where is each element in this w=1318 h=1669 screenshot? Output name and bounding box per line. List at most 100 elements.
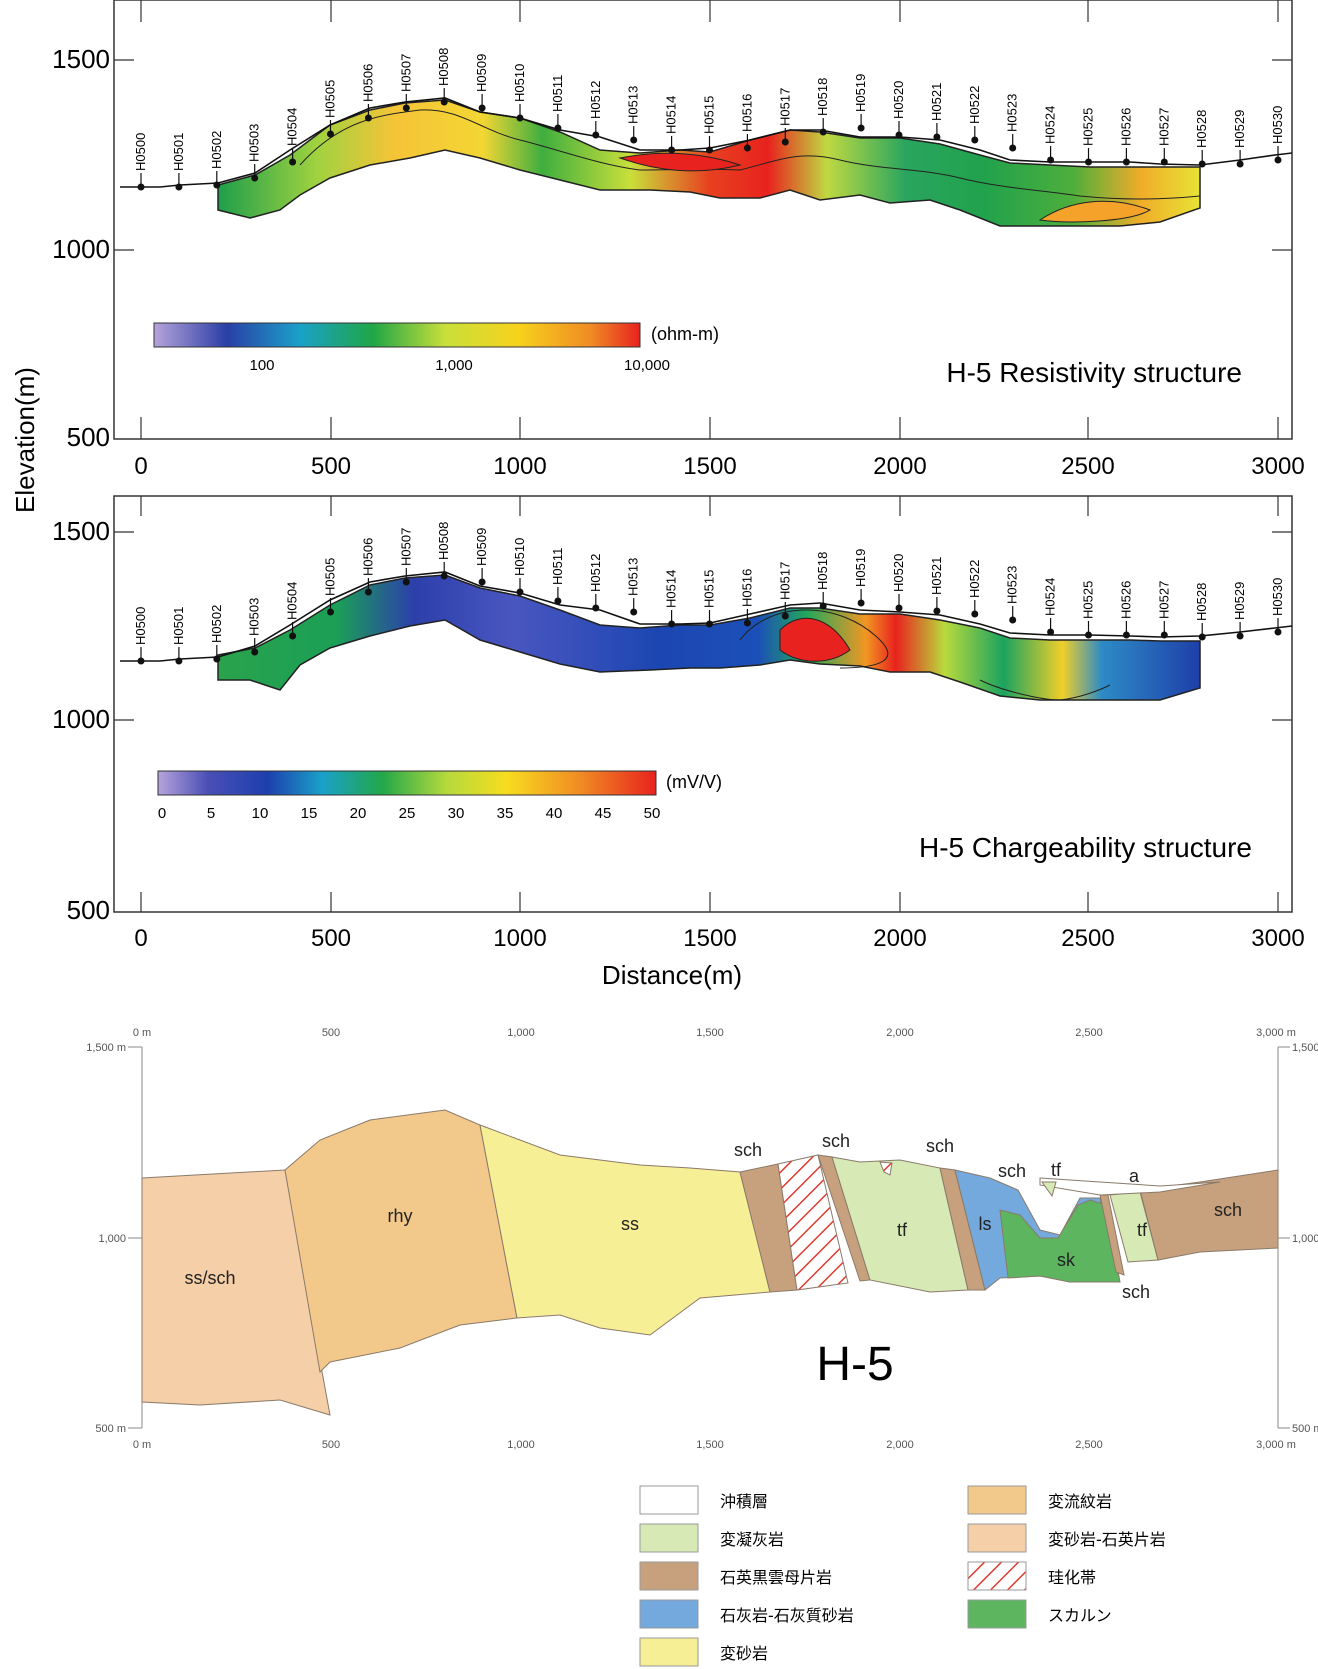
resistivity-contour-2 xyxy=(618,152,742,172)
label-ls: ls xyxy=(979,1214,992,1234)
geo-top-tick-500: 500 xyxy=(322,1027,340,1039)
chg-station-label-H0521: H0521 xyxy=(929,557,944,595)
chg-station-label-H0511: H0511 xyxy=(550,548,565,585)
geo-top-tick-1000: 1,000 xyxy=(507,1027,535,1039)
chg-station-label-H0523: H0523 xyxy=(1005,566,1020,604)
chg-station-label-H0507: H0507 xyxy=(398,528,413,566)
res-station-label-H0511: H0511 xyxy=(550,75,565,112)
res-station-label-H0530: H0530 xyxy=(1270,106,1285,144)
unit-silicified-b xyxy=(879,1161,893,1176)
geo-bot-tick-500: 500 xyxy=(322,1439,340,1451)
label-sk: sk xyxy=(1057,1250,1076,1270)
geo-right-tick-1000: 1,000 xyxy=(1292,1233,1318,1245)
resistivity-contour-1 xyxy=(299,109,1201,200)
label-ss: ss xyxy=(621,1214,639,1234)
chg-station-label-H0502: H0502 xyxy=(209,605,224,643)
label-a: a xyxy=(1129,1166,1140,1186)
chg-station-label-H0515: H0515 xyxy=(702,570,717,608)
res-station-label-H0509: H0509 xyxy=(474,54,489,92)
res-station-label-H0501: H0501 xyxy=(171,133,186,171)
res-station-label-H0528: H0528 xyxy=(1194,110,1209,148)
chg-station-label-H0526: H0526 xyxy=(1118,581,1133,619)
res-station-label-H0521: H0521 xyxy=(929,83,944,121)
res-station-label-H0520: H0520 xyxy=(891,81,906,119)
chargeability-station-markers: H0500 H0501 H0502 H0503 H0504 H0505 H0506 H0507… xyxy=(133,522,1285,665)
res-cbar-tick-100: 100 xyxy=(249,357,274,374)
resistivity-title: H-5 Resistivity structure xyxy=(946,357,1242,388)
geo-right-tick-500: 500 m xyxy=(1292,1423,1318,1435)
res-station-label-H0526: H0526 xyxy=(1118,108,1133,146)
legend-swatch-4 xyxy=(639,1637,699,1667)
geo-bot-tick-1500: 1,500 xyxy=(696,1439,724,1451)
res-station-label-H0527: H0527 xyxy=(1156,108,1171,146)
resistivity-frame xyxy=(113,0,1293,440)
legend-label-7: 珪化帯 xyxy=(1048,1568,1096,1587)
res-station-label-H0506: H0506 xyxy=(360,64,375,102)
chargeability-frame xyxy=(113,495,1293,913)
legend-swatch-3 xyxy=(639,1599,699,1629)
label-tf-b: tf xyxy=(897,1220,908,1240)
chargeability-contour-2 xyxy=(739,609,889,669)
res-xtick-2000: 2000 xyxy=(873,453,926,480)
res-station-label-H0523: H0523 xyxy=(1005,94,1020,132)
label-sch-f: sch xyxy=(1122,1282,1150,1302)
geo-right-tick-1500: 1,500 xyxy=(1292,1042,1318,1054)
res-station-label-H0519: H0519 xyxy=(853,74,868,112)
chg-station-label-H0504: H0504 xyxy=(285,582,300,620)
res-station-label-H0516: H0516 xyxy=(739,94,754,132)
chargeability-contour-3 xyxy=(979,679,1111,701)
res-ytick-500: 500 xyxy=(67,422,110,452)
chg-station-label-H0522: H0522 xyxy=(967,560,982,598)
unit-sk xyxy=(999,1199,1121,1283)
chg-station-label-H0527: H0527 xyxy=(1156,581,1171,619)
chg-xtick-500: 500 xyxy=(311,925,351,952)
chg-cbar-tick-35: 35 xyxy=(497,805,514,822)
res-ytick-1000: 1000 xyxy=(52,234,110,264)
legend-label-5: 変流紋岩 xyxy=(1048,1492,1112,1511)
label-sch-b: sch xyxy=(822,1131,850,1151)
chg-station-label-H0518: H0518 xyxy=(815,552,830,590)
chg-ytick-1500: 1500 xyxy=(52,516,110,546)
resistivity-panel: 1500 1000 500 (ohm-m) 100 1,000 10,000 H… xyxy=(52,0,1305,480)
legend-label-8: スカルン xyxy=(1048,1606,1112,1625)
chg-station-label-H0529: H0529 xyxy=(1232,582,1247,620)
chg-station-label-H0503: H0503 xyxy=(247,598,262,636)
resistivity-colorbar xyxy=(153,322,641,348)
chg-cbar-tick-45: 45 xyxy=(595,805,612,822)
chg-cbar-tick-20: 20 xyxy=(350,805,367,822)
chg-cbar-tick-50: 50 xyxy=(644,805,661,822)
res-xtick-1500: 1500 xyxy=(683,453,736,480)
chg-ytick-500: 500 xyxy=(67,895,110,925)
res-xtick-1000: 1000 xyxy=(493,453,546,480)
res-station-label-H0510: H0510 xyxy=(512,64,527,102)
label-tf-c: tf xyxy=(1137,1220,1148,1240)
legend-label-3: 石灰岩-石灰質砂岩 xyxy=(720,1606,854,1625)
geo-left-tick-1500: 1,500 m xyxy=(86,1042,126,1054)
unit-rhy xyxy=(284,1109,518,1374)
resistivity-contour-3 xyxy=(1038,200,1152,223)
res-station-label-H0503: H0503 xyxy=(247,124,262,162)
unit-silicified-a xyxy=(777,1154,849,1291)
resistivity-colorbar-unit: (ohm-m) xyxy=(651,324,719,344)
chg-station-label-H0525: H0525 xyxy=(1081,581,1096,619)
legend-swatch-0 xyxy=(639,1485,699,1515)
geo-bot-tick-3000: 3,000 m xyxy=(1256,1439,1296,1451)
res-station-label-H0514: H0514 xyxy=(664,96,679,134)
geology-section: 0 m 500 1,000 1,500 2,000 2,500 3,000 m … xyxy=(86,1027,1318,1667)
res-station-label-H0525: H0525 xyxy=(1081,108,1096,146)
geo-left-tick-500: 500 m xyxy=(95,1423,126,1435)
chg-station-label-H0519: H0519 xyxy=(853,549,868,587)
chg-station-label-H0513: H0513 xyxy=(626,558,641,596)
chg-station-label-H0530: H0530 xyxy=(1270,578,1285,616)
geo-top-tick-2500: 2,500 xyxy=(1075,1027,1103,1039)
chargeability-section-body xyxy=(217,574,1201,701)
chg-station-label-H0516: H0516 xyxy=(739,569,754,607)
chg-xtick-1000: 1000 xyxy=(493,925,546,952)
legend-swatch-6 xyxy=(967,1523,1027,1553)
chargeability-title: H-5 Chargeability structure xyxy=(919,832,1252,863)
res-station-label-H0505: H0505 xyxy=(323,80,338,118)
res-station-label-H0522: H0522 xyxy=(967,86,982,124)
chg-xtick-2500: 2500 xyxy=(1061,925,1114,952)
chg-station-label-H0520: H0520 xyxy=(891,554,906,592)
chargeability-contour-1 xyxy=(779,617,851,662)
